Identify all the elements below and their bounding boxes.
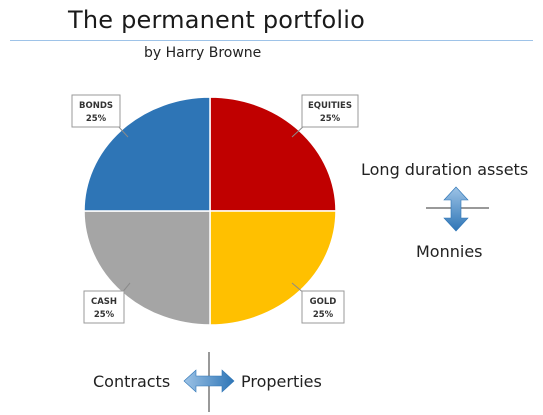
properties-label: Properties (241, 372, 322, 391)
slice-label-equities: EQUITIES (308, 101, 352, 111)
pie-slice-bonds (83, 96, 211, 212)
slice-labels: EQUITIES 25% GOLD 25% CASH 25% BONDS 25% (71, 94, 359, 324)
contracts-label: Contracts (93, 372, 171, 391)
label-box-cash (83, 290, 125, 324)
label-box-bonds (71, 94, 121, 128)
slice-value-cash: 25% (94, 310, 115, 320)
slice-value-equities: 25% (320, 114, 341, 124)
chart-title: The permanent portfolio (68, 6, 365, 34)
monnies-label: Monnies (416, 242, 483, 261)
label-box-gold (301, 290, 345, 324)
up-down-arrow-icon (443, 186, 469, 232)
vertical-double-arrow (426, 186, 489, 232)
pie-slices (83, 96, 337, 326)
long-duration-assets-label: Long duration assets (361, 160, 529, 179)
title-divider (10, 40, 533, 41)
slice-label-cash: CASH (91, 297, 117, 307)
slice-value-bonds: 25% (86, 114, 107, 124)
horizontal-double-arrow (183, 352, 235, 412)
label-box-equities (301, 94, 359, 128)
chart-subtitle: by Harry Browne (144, 45, 262, 61)
left-right-arrow-icon (183, 369, 235, 393)
slice-label-bonds: BONDS (79, 101, 113, 111)
slice-value-gold: 25% (313, 310, 334, 320)
slice-label-gold: GOLD (310, 297, 337, 307)
pie-slice-gold (209, 210, 337, 326)
